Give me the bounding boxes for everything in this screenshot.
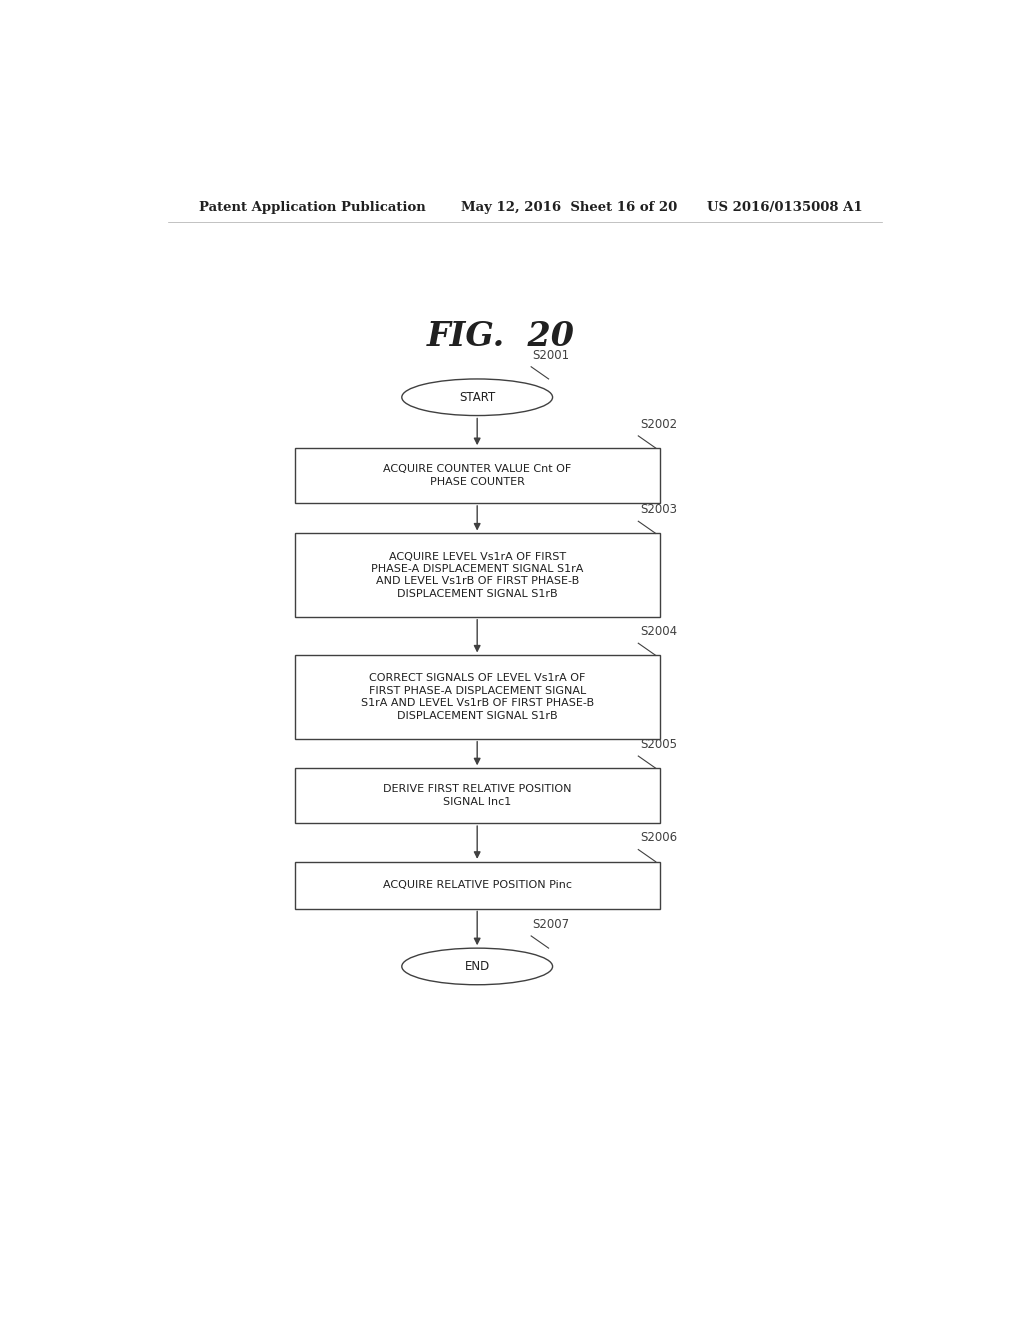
Text: Patent Application Publication: Patent Application Publication	[200, 201, 426, 214]
Text: ACQUIRE COUNTER VALUE Cnt OF
PHASE COUNTER: ACQUIRE COUNTER VALUE Cnt OF PHASE COUNT…	[383, 465, 571, 487]
Text: S2006: S2006	[640, 832, 677, 845]
Text: DERIVE FIRST RELATIVE POSITION
SIGNAL Inc1: DERIVE FIRST RELATIVE POSITION SIGNAL In…	[383, 784, 571, 807]
Text: END: END	[465, 960, 489, 973]
Text: S2002: S2002	[640, 418, 677, 430]
Text: FIG.  20: FIG. 20	[427, 319, 575, 352]
Text: May 12, 2016  Sheet 16 of 20: May 12, 2016 Sheet 16 of 20	[461, 201, 678, 214]
Text: ACQUIRE RELATIVE POSITION Pinc: ACQUIRE RELATIVE POSITION Pinc	[383, 880, 571, 890]
Text: START: START	[459, 391, 496, 404]
Text: S2001: S2001	[532, 348, 570, 362]
Text: S2005: S2005	[640, 738, 677, 751]
Text: S2007: S2007	[532, 917, 570, 931]
Text: ACQUIRE LEVEL Vs1rA OF FIRST
PHASE-A DISPLACEMENT SIGNAL S1rA
AND LEVEL Vs1rB OF: ACQUIRE LEVEL Vs1rA OF FIRST PHASE-A DIS…	[371, 552, 584, 599]
Text: US 2016/0135008 A1: US 2016/0135008 A1	[708, 201, 863, 214]
Text: CORRECT SIGNALS OF LEVEL Vs1rA OF
FIRST PHASE-A DISPLACEMENT SIGNAL
S1rA AND LEV: CORRECT SIGNALS OF LEVEL Vs1rA OF FIRST …	[360, 673, 594, 721]
Text: S2003: S2003	[640, 503, 677, 516]
Text: S2004: S2004	[640, 626, 677, 638]
